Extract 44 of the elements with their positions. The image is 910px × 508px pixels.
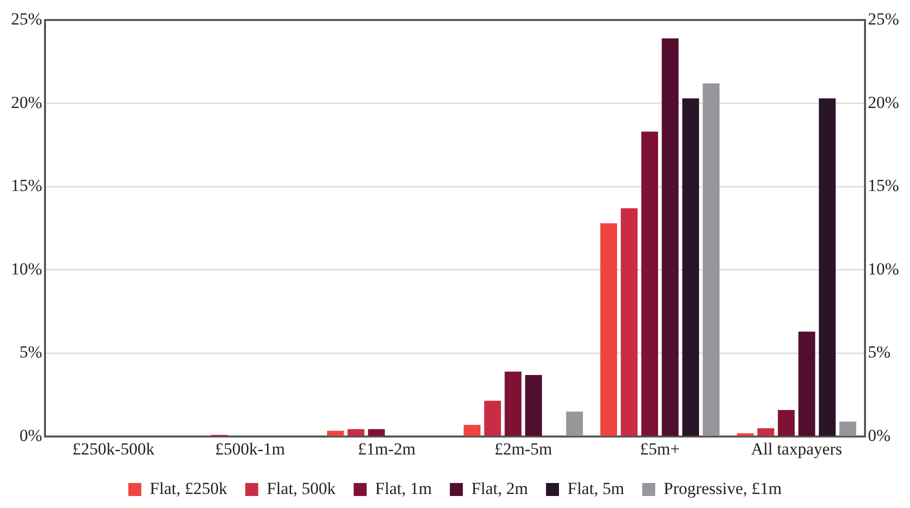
bar	[368, 429, 385, 436]
y-tick-label: 0%	[19, 426, 42, 446]
bar	[348, 429, 364, 436]
legend-label: Progressive, £1m	[664, 478, 782, 498]
y2-tick-label: 5%	[868, 342, 891, 362]
bar	[504, 372, 522, 436]
bar	[839, 422, 856, 436]
y2-tick-label: 20%	[868, 92, 900, 112]
legend-label: Flat, 2m	[471, 478, 528, 498]
bar	[798, 332, 816, 436]
bar	[736, 433, 754, 436]
x-tick-label: £500k-1m	[215, 439, 286, 458]
bar	[525, 374, 542, 436]
x-tick-label: All taxpayers	[750, 439, 842, 458]
bar	[662, 38, 679, 436]
y2-tick-label: 15%	[868, 176, 900, 196]
bar	[464, 424, 480, 436]
y-tick-label: 15%	[10, 176, 42, 196]
bar	[778, 410, 795, 436]
bar	[600, 223, 618, 436]
bar	[702, 83, 720, 436]
bar	[641, 132, 658, 436]
x-tick-label: £5m+	[640, 439, 680, 458]
legend-label: Flat, £250k	[150, 478, 228, 498]
x-tick-label: £250k-500k	[72, 439, 156, 458]
bar	[682, 98, 700, 436]
bar	[757, 428, 774, 436]
bar	[484, 400, 501, 436]
y-tick-label: 25%	[10, 9, 42, 28]
x-tick-label: £1m-2m	[358, 439, 416, 458]
y2-tick-label: 10%	[868, 259, 900, 278]
y-tick-label: 10%	[10, 259, 42, 278]
y-tick-label: 5%	[19, 342, 42, 362]
bar	[566, 412, 583, 436]
bar	[818, 98, 836, 436]
bar	[327, 430, 344, 436]
legend-label: Flat, 1m	[375, 478, 432, 498]
legend-label: Flat, 500k	[266, 478, 336, 498]
y2-tick-label: 25%	[868, 9, 900, 28]
y-tick-label: 20%	[10, 92, 42, 112]
y2-tick-label: 0%	[868, 426, 891, 446]
legend-label: Flat, 5m	[568, 478, 624, 498]
bar	[620, 208, 638, 436]
x-tick-label: £2m-5m	[494, 439, 552, 458]
